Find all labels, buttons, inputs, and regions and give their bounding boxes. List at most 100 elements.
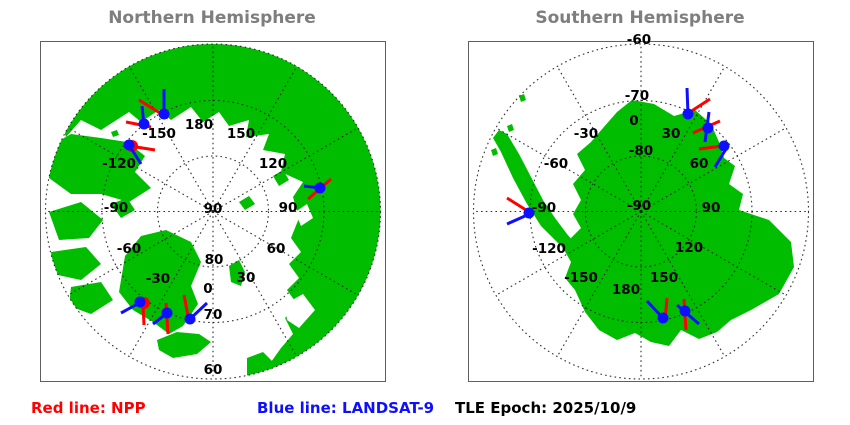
land-polygon	[493, 130, 577, 256]
orbit-track-segment-red	[141, 303, 146, 326]
longitude-label: 0	[629, 113, 638, 129]
longitude-label: 90	[702, 200, 721, 216]
orbit-track-segment-red	[698, 144, 723, 151]
longitude-label: -90	[104, 200, 128, 216]
satellite-marker	[120, 296, 150, 326]
satellite-position-dot	[123, 139, 135, 151]
latitude-label: 70	[204, 307, 223, 323]
satellite-position-dot	[158, 108, 170, 120]
land-polygon	[519, 94, 526, 102]
orbit-track-segment-red	[689, 97, 711, 114]
longitude-label: 60	[690, 156, 709, 172]
longitude-label: 150	[227, 126, 255, 142]
meridian-line	[640, 211, 787, 296]
land-polygon	[49, 202, 103, 240]
land-polygon	[273, 170, 289, 186]
meridian-line	[212, 66, 298, 212]
satellite-position-dot	[184, 313, 196, 325]
longitude-label: 90	[279, 200, 298, 216]
land-polygon	[51, 247, 101, 280]
land-polygon	[507, 124, 514, 132]
meridian-line	[556, 211, 642, 357]
meridian-line	[128, 66, 214, 212]
land-polygon	[247, 352, 275, 379]
satellite-marker	[698, 140, 730, 168]
land-polygon	[111, 198, 135, 218]
meridian-line	[640, 127, 787, 212]
land-polygon	[157, 332, 211, 358]
satellite-marker	[138, 89, 170, 120]
satellite-marker	[303, 177, 332, 201]
satellite-position-dot	[702, 122, 714, 134]
latitude-label: 90	[204, 201, 223, 217]
longitude-label: -150	[142, 126, 176, 142]
land-polygon	[69, 282, 113, 314]
orbit-track-segment-blue	[506, 214, 526, 226]
longitude-label: 30	[237, 270, 256, 286]
longitude-label: -60	[544, 156, 568, 172]
latitude-label: -70	[625, 88, 649, 104]
north-hemisphere-map: 180 150 120 90 60 30 0 -30 -60 -90 -120 -150 90 80 70 6…	[40, 41, 386, 382]
satellite-position-dot	[314, 182, 326, 194]
satellite-position-dot	[134, 296, 146, 308]
satellite-marker	[182, 294, 209, 325]
latitude-label: 80	[205, 252, 224, 268]
meridian-line	[67, 127, 214, 212]
tle-epoch-text: TLE Epoch: 2025/10/9	[455, 399, 637, 417]
latitude-label: 60	[204, 362, 223, 378]
legend-red-npp: Red line: NPP	[31, 399, 146, 417]
meridian-line	[128, 211, 214, 357]
land-polygon	[45, 134, 151, 202]
satellite-marker	[682, 87, 711, 120]
satellite-marker	[692, 111, 721, 143]
longitude-label: -30	[146, 271, 170, 287]
longitude-label: 180	[185, 117, 213, 133]
latitude-label: -90	[627, 198, 651, 214]
orbit-track-segment-blue	[645, 299, 663, 318]
meridian-line	[556, 66, 642, 212]
latitude-ring	[44, 43, 382, 380]
satellite-marker	[506, 196, 535, 226]
map-body	[491, 94, 794, 346]
land-polygon	[111, 130, 119, 137]
longitude-label: 120	[675, 240, 703, 256]
satellite-position-dot	[523, 207, 535, 219]
latitude-ring	[584, 155, 698, 268]
longitude-label: -60	[117, 241, 141, 257]
latitude-label: -60	[627, 32, 651, 48]
land-polygon	[229, 260, 245, 286]
south-map-title: Southern Hemisphere	[535, 8, 745, 28]
south-hemisphere-map: 0 30 60 90 120 150 180 -150 -120 -90 -60 -30 -60 -70 -…	[468, 32, 814, 382]
satellite-marker	[676, 298, 700, 331]
meridian-line	[495, 211, 642, 296]
meridian-line	[640, 211, 726, 357]
longitude-label: -120	[532, 241, 566, 257]
latitude-ring	[156, 155, 270, 268]
meridian-line	[212, 127, 359, 212]
land-polygon	[239, 196, 255, 210]
satellite-position-dot	[679, 305, 691, 317]
orbit-track-segment-red	[506, 196, 527, 212]
water-polygon	[285, 294, 315, 328]
north-map-title: Northern Hemisphere	[108, 8, 316, 28]
land-polygon	[563, 100, 794, 346]
satellite-marker	[125, 105, 152, 130]
latitude-ring	[472, 43, 810, 380]
satellite-marker	[645, 297, 669, 324]
satellite-position-dot	[161, 307, 173, 319]
longitude-label: 60	[267, 241, 286, 257]
orbit-track-segment-blue	[713, 148, 728, 168]
meridian-line	[640, 66, 726, 212]
land-polygon	[119, 230, 201, 334]
longitude-label: 150	[650, 270, 678, 286]
satellite-marker	[152, 302, 173, 335]
satellite-position-dot	[718, 140, 730, 152]
longitude-label: 30	[662, 126, 681, 142]
south-hemisphere-map-svg: 0 30 60 90 120 150 180 -150 -120 -90 -60 -30 -60 -70 -…	[472, 32, 810, 380]
meridian-line	[495, 127, 642, 212]
satellite-position-dot	[682, 108, 694, 120]
latitude-label: -80	[629, 143, 653, 159]
longitude-label: 0	[203, 281, 212, 297]
